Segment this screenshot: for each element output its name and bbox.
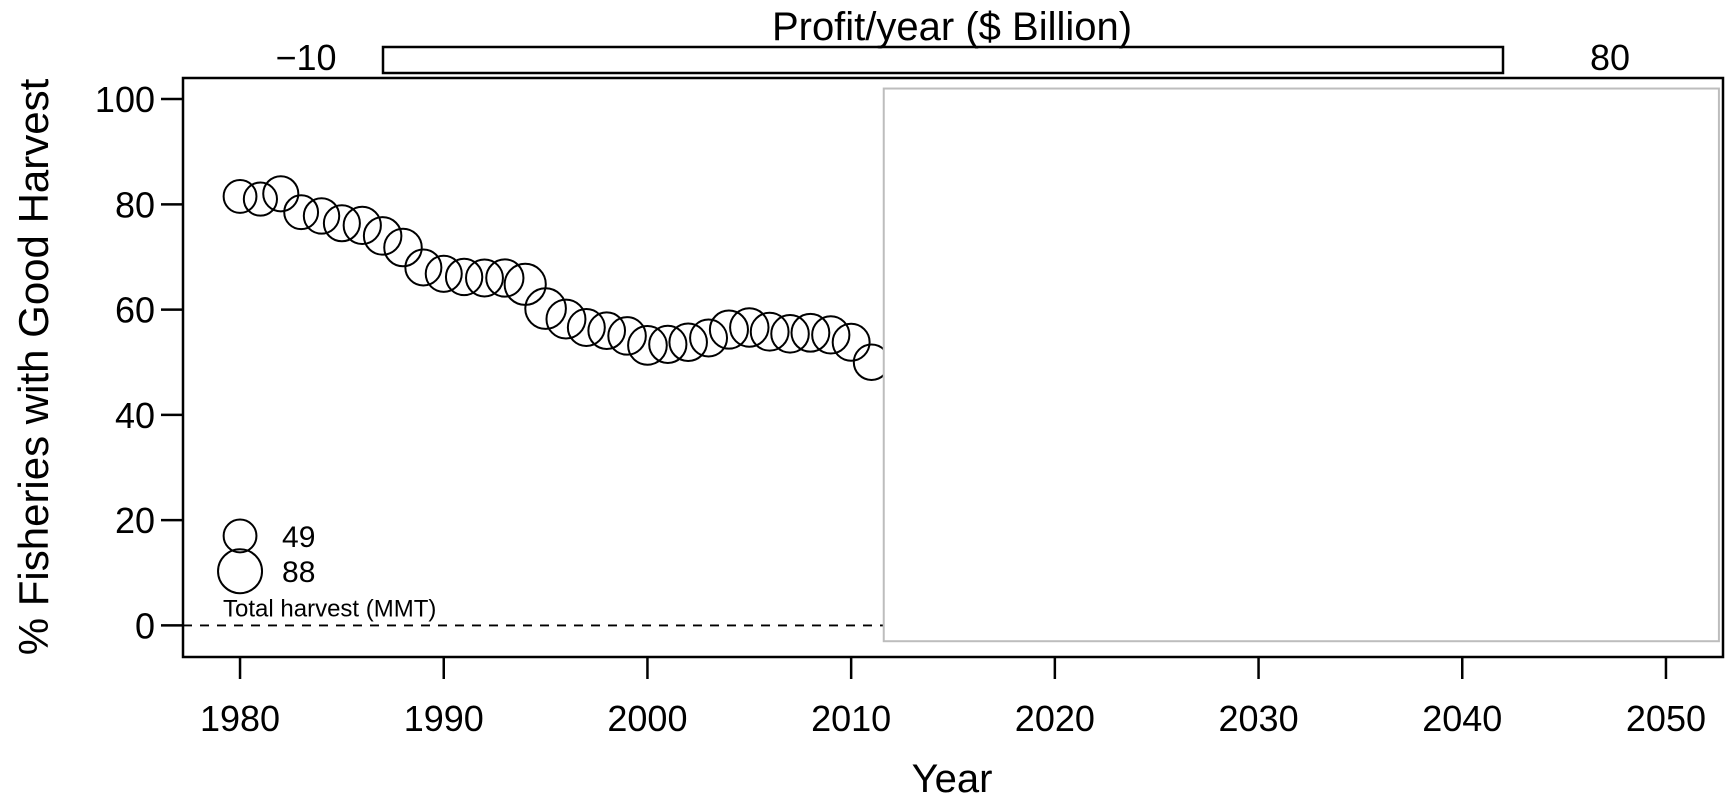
size-legend-small-label: 49 xyxy=(282,521,315,554)
x-tick-label: 2010 xyxy=(811,698,891,739)
color-bar-min-label: −10 xyxy=(275,37,336,78)
y-axis-title: % Fisheries with Good Harvest xyxy=(10,78,57,655)
x-tick-label: 2000 xyxy=(607,698,687,739)
data-point xyxy=(831,322,871,362)
data-point xyxy=(524,287,567,330)
y-tick-label: 80 xyxy=(115,184,155,225)
x-tick-label: 2040 xyxy=(1422,698,1502,739)
size-legend-large-circle xyxy=(217,548,264,595)
data-point xyxy=(729,307,770,348)
y-tick-label: 0 xyxy=(135,605,155,646)
data-point xyxy=(811,315,851,355)
x-tick-label: 1990 xyxy=(404,698,484,739)
data-point xyxy=(424,254,463,293)
data-point xyxy=(503,262,547,306)
data-point xyxy=(242,181,278,217)
color-bar-title: Profit/year ($ Billion) xyxy=(772,5,1132,49)
x-axis: 1980 1990 2000 2010 2020 2030 2040 2050 xyxy=(200,657,1706,739)
data-point xyxy=(566,308,606,347)
data-point xyxy=(302,197,341,235)
y-tick-label: 40 xyxy=(115,395,155,436)
y-tick-label: 60 xyxy=(115,290,155,331)
data-point xyxy=(362,216,403,256)
x-tick-label: 1980 xyxy=(200,698,280,739)
data-point xyxy=(689,318,729,358)
data-point xyxy=(790,312,831,353)
color-bar-max-label: 80 xyxy=(1590,37,1630,78)
x-tick-label: 2030 xyxy=(1219,698,1299,739)
overlay-box xyxy=(882,87,1720,643)
data-point xyxy=(648,324,688,364)
y-tick-label: 20 xyxy=(115,500,155,541)
data-point xyxy=(465,258,504,298)
data-point xyxy=(444,257,484,297)
data-point xyxy=(404,248,443,287)
plot-frame xyxy=(181,76,1725,659)
data-point xyxy=(668,322,708,362)
size-legend-small-circle xyxy=(222,518,258,554)
data-point xyxy=(322,204,361,243)
size-legend-large-label: 88 xyxy=(282,556,315,589)
data-point xyxy=(342,205,382,245)
x-tick-label: 2020 xyxy=(1015,698,1095,739)
color-bar xyxy=(381,45,1505,75)
data-point xyxy=(708,309,749,350)
data-points xyxy=(222,175,891,381)
y-tick-label: 100 xyxy=(95,79,155,120)
x-tick-label: 2050 xyxy=(1626,698,1706,739)
size-legend-title: Total harvest (MMT) xyxy=(223,596,436,623)
data-point xyxy=(485,258,525,298)
y-axis: 0 20 40 60 80 100 xyxy=(95,79,183,646)
data-point xyxy=(383,227,423,268)
data-point xyxy=(749,311,790,352)
data-point xyxy=(283,194,320,231)
data-point xyxy=(545,298,587,340)
data-point xyxy=(627,325,668,366)
data-point xyxy=(222,179,258,214)
size-legend: 49 88 Total harvest (MMT) xyxy=(217,518,436,623)
data-point xyxy=(770,314,810,354)
data-point xyxy=(587,311,627,350)
x-axis-title: Year xyxy=(912,757,993,797)
data-point xyxy=(607,316,647,356)
data-point xyxy=(262,175,300,213)
